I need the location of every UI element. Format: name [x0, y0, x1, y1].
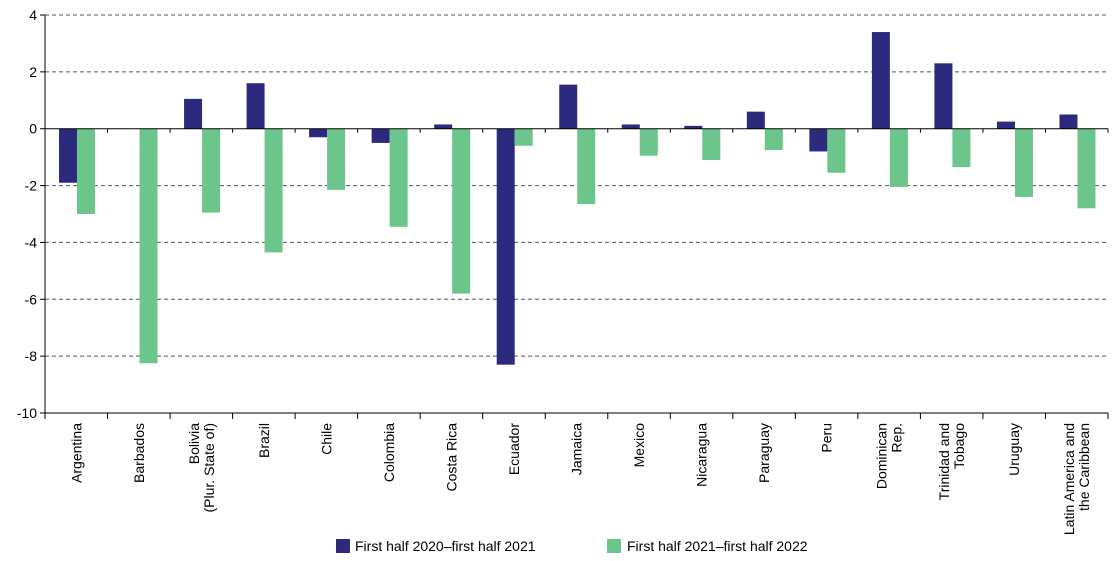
bar-series-1-11	[746, 111, 765, 129]
bar-series-1-14	[934, 63, 953, 129]
category-label-0: Argentina	[68, 423, 84, 483]
bar-series-2-11	[764, 128, 783, 151]
category-label-12: Peru	[819, 423, 835, 453]
category-label-16: Latin America andthe Caribbean	[1061, 423, 1092, 535]
category-label-7: Ecuador	[506, 423, 522, 475]
bars	[59, 32, 1096, 365]
bar-series-1-12	[809, 128, 828, 152]
bar-series-2-12	[827, 128, 846, 173]
bar-series-1-15	[996, 121, 1015, 129]
bar-series-1-9	[621, 124, 640, 129]
category-label-14: Trinidad andTobago	[936, 423, 967, 501]
bar-series-1-5	[371, 128, 390, 143]
bar-series-1-0	[59, 128, 77, 183]
bar-series-1-13	[871, 32, 890, 129]
bar-series-2-15	[1014, 128, 1033, 197]
bar-series-1-16	[1059, 114, 1078, 129]
y-axis-ticks: 4 2 0 -2 -4 -6 -8 -10	[17, 7, 45, 421]
bar-series-1-7	[496, 128, 515, 365]
bar-series-1-2	[184, 98, 203, 129]
bar-series-2-1	[139, 128, 158, 364]
category-label-line: Brazil	[256, 423, 272, 458]
bar-series-2-3	[264, 128, 283, 253]
bar-series-2-2	[202, 128, 221, 213]
bar-series-2-14	[952, 128, 971, 168]
bar-series-2-16	[1077, 128, 1096, 209]
y-tick-label-1: 2	[29, 64, 37, 80]
y-tick-label-3: -2	[25, 178, 38, 194]
category-labels: Argentina Barbados Bolivia(Plur. State of)…	[68, 423, 1092, 535]
y-tick-label-7: -10	[17, 405, 37, 421]
y-tick-label-0: 4	[29, 7, 37, 23]
category-label-line: Jamaica	[569, 423, 585, 475]
category-label-line: Trinidad and	[936, 423, 952, 500]
category-label-line: Nicaragua	[694, 423, 710, 487]
category-label-line: Peru	[819, 423, 835, 453]
category-label-line: Latin America and	[1061, 423, 1077, 535]
category-label-13: DominicanRep.	[874, 423, 905, 489]
category-label-1: Barbados	[131, 423, 147, 483]
category-label-line: (Plur. State of)	[201, 423, 217, 512]
gridlines	[45, 14, 1108, 357]
bar-series-2-7	[514, 128, 533, 146]
legend-label-series-2: First half 2021–first half 2022	[627, 538, 808, 554]
category-label-5: Colombia	[381, 423, 397, 482]
y-tick-label-2: 0	[29, 121, 37, 137]
bar-series-1-8	[559, 84, 578, 129]
bar-series-1-4	[309, 128, 328, 138]
category-label-8: Jamaica	[569, 423, 585, 475]
legend: First half 2020–first half 2021 First ha…	[336, 538, 808, 554]
bar-series-2-13	[889, 128, 908, 187]
category-label-line: Paraguay	[756, 423, 772, 483]
category-label-2: Bolivia(Plur. State of)	[186, 423, 217, 513]
category-label-line: the Caribbean	[1076, 423, 1092, 511]
category-label-line: Bolivia	[186, 423, 202, 464]
bar-series-1-3	[246, 83, 265, 129]
category-label-line: Uruguay	[1006, 423, 1022, 476]
legend-swatch-series-1	[336, 539, 350, 553]
category-label-10: Nicaragua	[694, 423, 710, 487]
category-label-line: Dominican	[874, 423, 890, 489]
legend-swatch-series-2	[607, 539, 621, 553]
bar-series-1-10	[684, 125, 703, 129]
category-label-line: Tobago	[951, 423, 967, 469]
category-label-4: Chile	[318, 423, 334, 455]
bar-series-2-4	[327, 128, 346, 190]
category-label-line: Costa Rica	[443, 423, 459, 492]
category-label-line: Argentina	[68, 423, 84, 483]
category-label-line: Chile	[318, 423, 334, 455]
bar-series-1-6	[434, 124, 453, 129]
category-label-line: Mexico	[631, 423, 647, 468]
category-label-line: Ecuador	[506, 423, 522, 475]
bar-series-2-5	[389, 128, 408, 227]
bar-series-2-9	[639, 128, 658, 156]
category-label-3: Brazil	[256, 423, 272, 458]
category-label-11: Paraguay	[756, 423, 772, 483]
legend-label-series-1: First half 2020–first half 2021	[355, 538, 536, 554]
bar-series-2-6	[452, 128, 471, 294]
y-tick-label-5: -6	[25, 291, 38, 307]
bar-series-2-0	[77, 128, 95, 214]
axes	[44, 15, 1109, 419]
category-label-6: Costa Rica	[443, 423, 459, 492]
category-label-line: Barbados	[131, 423, 147, 483]
category-label-line: Colombia	[381, 423, 397, 482]
category-label-line: Rep.	[889, 423, 905, 453]
bar-series-2-10	[702, 128, 721, 160]
y-tick-label-6: -8	[25, 348, 38, 364]
category-label-9: Mexico	[631, 423, 647, 468]
y-tick-label-4: -4	[25, 234, 38, 250]
category-label-15: Uruguay	[1006, 423, 1022, 476]
bar-series-2-8	[577, 128, 596, 205]
